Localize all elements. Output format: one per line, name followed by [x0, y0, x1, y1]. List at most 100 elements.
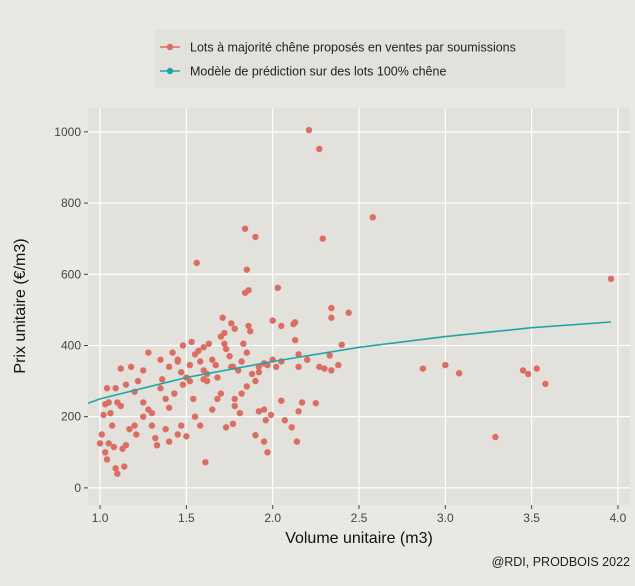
scatter-point [243, 266, 251, 273]
scatter-point [219, 314, 226, 321]
scatter-point [148, 409, 156, 417]
scatter-point [295, 351, 302, 358]
scatter-point [190, 395, 197, 403]
scatter-point [295, 408, 302, 415]
scatter-point [196, 358, 204, 365]
scatter-point [169, 349, 176, 356]
scatter-point [255, 408, 263, 415]
scatter-point [519, 367, 527, 374]
scatter-point [112, 385, 119, 392]
scatter-point [243, 349, 251, 356]
scatter-point [121, 463, 128, 470]
legend-label: Modèle de prédiction sur des lots 100% c… [190, 65, 446, 79]
y-tick-label: 600 [61, 267, 81, 281]
scatter-point [222, 345, 230, 353]
scatter-point [533, 365, 540, 372]
scatter-point [328, 314, 335, 321]
scatter-point [252, 233, 259, 241]
scatter-point [200, 344, 207, 351]
legend-box [155, 30, 565, 88]
scatter-point [117, 402, 124, 410]
scatter-point [293, 438, 301, 445]
scatter-point [264, 449, 271, 456]
scatter-point [248, 370, 256, 378]
x-tick-label: 1.5 [178, 511, 195, 525]
scatter-point [209, 406, 216, 413]
scatter-point [226, 352, 233, 360]
scatter-point [269, 317, 276, 324]
scatter-point [214, 395, 221, 403]
scatter-point [252, 377, 259, 385]
scatter-point [174, 356, 181, 363]
scatter-point [178, 422, 185, 429]
scatter-point [179, 342, 187, 349]
scatter-point [524, 370, 532, 378]
legend-dot [166, 43, 174, 51]
scatter-point [159, 376, 166, 383]
scatter-point [165, 404, 173, 411]
x-tick-label: 1.0 [92, 511, 109, 525]
scatter-point [127, 363, 135, 371]
scatter-point [240, 340, 247, 347]
scatter-point [262, 417, 269, 424]
x-tick-label: 3.5 [523, 511, 540, 525]
scatter-point [316, 145, 323, 153]
scatter-point [193, 259, 200, 267]
scatter-point [153, 441, 161, 449]
scatter-point [145, 349, 152, 356]
scatter-point [231, 395, 238, 403]
x-axis-label: Volume unitaire (m3) [285, 530, 433, 547]
scatter-point [100, 411, 107, 419]
scatter-point [165, 438, 173, 445]
scatter-point [295, 363, 302, 371]
y-axis-label: Prix unitaire (€/m3) [12, 238, 29, 373]
y-tick-label: 0 [74, 481, 81, 495]
scatter-point [278, 322, 285, 330]
scatter-point [267, 411, 275, 419]
scatter-point [260, 438, 268, 445]
x-tick-label: 2.5 [351, 511, 368, 525]
scatter-point [110, 443, 118, 451]
scatter-point [131, 422, 138, 429]
scatter-point [196, 422, 204, 429]
scatter-point [312, 399, 320, 407]
scatter-point [238, 358, 245, 365]
scatter-point [114, 470, 121, 477]
scatter-point [455, 370, 463, 377]
scatter-point [291, 336, 299, 344]
scatter-point [122, 381, 130, 388]
scatter-point [328, 367, 335, 374]
scatter-point [222, 424, 230, 431]
scatter-point [241, 225, 249, 232]
scatter-point [140, 413, 147, 420]
scatter-point [157, 356, 164, 363]
scatter-point [442, 361, 449, 369]
scatter-point [369, 214, 377, 221]
scatter-point [105, 399, 112, 406]
scatter-point [272, 363, 280, 371]
scatter-point [319, 235, 326, 242]
scatter-point [134, 377, 142, 385]
scatter-point [157, 385, 164, 392]
scatter-point [281, 417, 288, 424]
y-tick-label: 200 [61, 410, 81, 424]
scatter-point [243, 383, 251, 390]
caption: @RDI, PRODBOIS 2022 [492, 555, 630, 569]
scatter-point [152, 434, 159, 442]
scatter-point [305, 126, 313, 134]
scatter-point [140, 367, 147, 374]
scatter-point [103, 456, 111, 463]
scatter-point [179, 381, 187, 388]
scatter-point [183, 433, 190, 440]
scatter-point [274, 284, 282, 292]
scatter-point [245, 322, 252, 330]
scatter-point [200, 376, 207, 383]
y-tick-label: 800 [61, 196, 81, 210]
scatter-point [162, 395, 169, 403]
scatter-point [217, 390, 225, 397]
scatter-point [345, 309, 352, 316]
legend-dot [166, 67, 174, 75]
scatter-point [221, 340, 228, 347]
scatter-point [195, 347, 202, 355]
scatter-point [119, 445, 126, 452]
